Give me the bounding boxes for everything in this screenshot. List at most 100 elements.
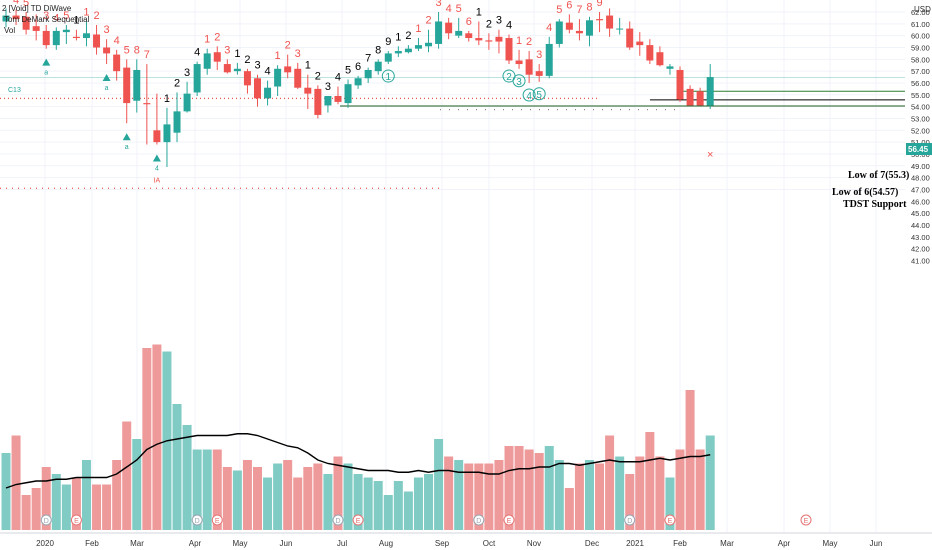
event-marker-label: E <box>507 518 512 525</box>
candle-body <box>264 87 272 99</box>
candle-body <box>163 124 171 143</box>
candle-body <box>394 51 402 54</box>
volume-bar <box>564 488 574 530</box>
buy-setup-triangle <box>152 154 161 162</box>
volume-bar <box>112 460 122 530</box>
volume-bar <box>403 491 413 530</box>
price-axis[interactable]: 62.00 61.00 60.00 59.00 58.00 57.00 56.00 55.00… <box>911 8 930 265</box>
price-tick-label: 55.00 <box>911 91 930 100</box>
event-marker-circle <box>473 514 485 526</box>
event-marker-label: D <box>335 518 340 525</box>
candle-body <box>626 28 634 48</box>
volume-bar <box>514 446 524 530</box>
event-marker-circle <box>191 514 203 526</box>
volume-bar <box>102 484 112 530</box>
volume-bar <box>253 467 262 530</box>
volume-bar <box>454 460 464 530</box>
volume-bar <box>484 463 494 530</box>
setup-count-label: 5 <box>345 64 351 76</box>
setup-count-label: 1 <box>516 35 522 47</box>
setup-count-label: 1 <box>395 31 401 43</box>
volume-bar <box>635 456 645 530</box>
volume-bar <box>51 474 61 530</box>
setup-count-label: 8 <box>134 44 140 56</box>
event-marker-circle <box>211 514 223 526</box>
event-marker-circle <box>503 514 515 526</box>
buy-setup-triangle <box>42 58 51 66</box>
candle-body <box>42 30 50 46</box>
candle-body <box>596 19 604 21</box>
price-tick-label: 59.00 <box>911 43 930 52</box>
time-tick-label: Mar <box>130 539 144 548</box>
triangle-label: 4 <box>155 165 159 172</box>
buy-setup-triangle <box>122 133 131 141</box>
candle-body <box>425 42 433 47</box>
volume-bar <box>554 460 564 530</box>
buy-setup-triangle <box>102 74 111 82</box>
volume-bar <box>434 439 444 530</box>
candle-body <box>22 16 30 30</box>
time-tick-label: 2021 <box>626 539 644 548</box>
volume-bar <box>343 463 353 530</box>
candle-body <box>505 38 513 61</box>
candle-body <box>123 67 131 104</box>
setup-count-label: 1 <box>305 60 311 72</box>
candle-body <box>294 68 302 88</box>
setup-count-label: 1 <box>164 93 170 105</box>
candle-body <box>314 88 322 115</box>
currency-label: USD <box>914 5 931 14</box>
candle-body <box>254 78 261 99</box>
volume-bar <box>383 495 393 530</box>
volume-bar <box>11 435 21 530</box>
event-marker-label: D <box>195 518 200 525</box>
volume-bar <box>192 449 202 530</box>
setup-count-label: 2 <box>174 77 180 89</box>
volume-bar <box>1 453 11 530</box>
time-tick-label: Jun <box>870 539 883 548</box>
candle-body <box>575 30 583 34</box>
volume-bar <box>232 470 242 530</box>
wave-label: 2 <box>506 72 512 83</box>
setup-count-label: 5 <box>124 44 130 56</box>
candle-body <box>525 59 533 75</box>
price-tick-label: 54.00 <box>911 103 930 112</box>
wave-circle <box>512 74 526 88</box>
volume-bar <box>625 474 635 530</box>
time-axis[interactable]: 2020 Feb Mar Apr May Jun Jul Aug Sep Oct Nov Dec 202… <box>0 532 932 548</box>
volume-bar <box>474 463 484 530</box>
candle-body <box>445 22 453 34</box>
candle-body <box>515 60 523 65</box>
setup-count-label: 4 <box>335 72 341 84</box>
candle-body <box>565 22 573 30</box>
volume-bar <box>323 474 333 530</box>
price-tick-label: 56.00 <box>911 79 930 88</box>
price-tick-label: 53.00 <box>911 114 930 123</box>
candle-body <box>616 28 624 30</box>
volume-bar <box>61 484 71 530</box>
price-tick-label: 61.00 <box>911 20 930 29</box>
candle-body <box>485 40 493 42</box>
setup-count-label: 3 <box>295 48 301 60</box>
time-tick-label: 2020 <box>36 539 54 548</box>
triangle-label: a <box>44 70 48 77</box>
volume-bar <box>122 421 132 530</box>
event-marker-circle <box>40 514 52 526</box>
setup-count-label: 1 <box>73 15 79 27</box>
candle-body <box>324 95 332 106</box>
volume-bar <box>152 344 162 530</box>
event-marker-label: D <box>44 518 49 525</box>
setup-count-label: 2 <box>244 54 250 66</box>
volume-bar <box>595 463 605 530</box>
setup-count-label: 9 <box>385 36 391 48</box>
volume-bar <box>242 460 252 530</box>
volume-bar <box>303 467 313 530</box>
candle-body <box>585 20 593 36</box>
wave-label: 3 <box>516 77 522 88</box>
candle-body <box>274 68 282 87</box>
setup-count-label: 2 <box>405 30 411 42</box>
time-tick-label: Feb <box>673 539 687 548</box>
volume-bar <box>373 481 383 530</box>
price-tick-label: 51.00 <box>911 138 930 147</box>
volume-bar <box>212 449 222 530</box>
